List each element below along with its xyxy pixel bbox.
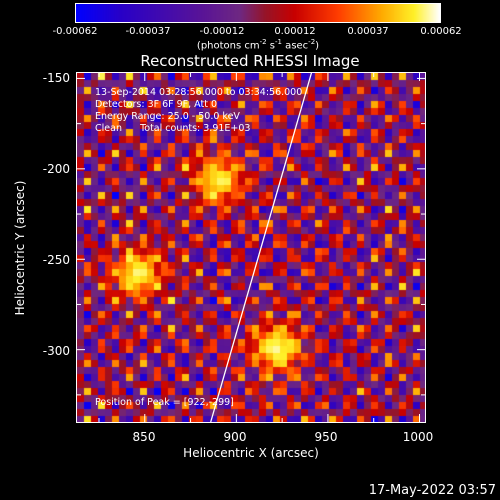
colorbar-unit-label: (photons cm-2 s-1 asec-2) bbox=[196, 38, 320, 52]
colorbar-tick: -0.00062 bbox=[52, 26, 98, 37]
y-axis-label: Heliocentric Y (arcsec) bbox=[13, 180, 27, 316]
solar-limb-line bbox=[210, 72, 313, 423]
plot-date-stamp: 17-May-2022 03:57 bbox=[368, 483, 496, 498]
y-tick-label: -300 bbox=[42, 344, 70, 358]
clean-counts-label: Clean Total counts: 3.91E+03 bbox=[95, 123, 251, 134]
rhessi-heatmap bbox=[77, 73, 425, 422]
energy-range-label: Energy Range: 25.0 - 50.0 keV bbox=[95, 111, 240, 122]
colorbar-tick: -0.00037 bbox=[125, 26, 171, 37]
x-tick-label: 1000 bbox=[402, 430, 434, 444]
x-axis-label: Heliocentric X (arcsec) bbox=[183, 446, 319, 460]
axis-tick-marks bbox=[77, 73, 425, 422]
peak-position-label: Position of Peak = [922,-299] bbox=[95, 397, 234, 408]
colorbar bbox=[75, 3, 441, 23]
colorbar-tick: 0.00037 bbox=[347, 26, 389, 37]
chart-title: Reconstructed RHESSI Image bbox=[140, 52, 360, 70]
x-tick-label: 900 bbox=[223, 430, 247, 444]
x-tick-label: 950 bbox=[314, 430, 338, 444]
detectors-label: Detectors: 3F 6F 9F, Att 0 bbox=[95, 99, 218, 110]
y-tick-label: -200 bbox=[42, 162, 70, 176]
colorbar-tick: 0.00012 bbox=[274, 26, 316, 37]
colorbar-tick: 0.00062 bbox=[420, 26, 462, 37]
image-plot-area bbox=[76, 72, 426, 423]
colorbar-tick: -0.00012 bbox=[199, 26, 245, 37]
time-range-label: 13-Sep-2014 03:28:56.000 to 03:34:56.000 bbox=[95, 87, 303, 98]
y-tick-label: -150 bbox=[42, 71, 70, 85]
x-tick-label: 850 bbox=[132, 430, 156, 444]
y-tick-label: -250 bbox=[42, 253, 70, 267]
